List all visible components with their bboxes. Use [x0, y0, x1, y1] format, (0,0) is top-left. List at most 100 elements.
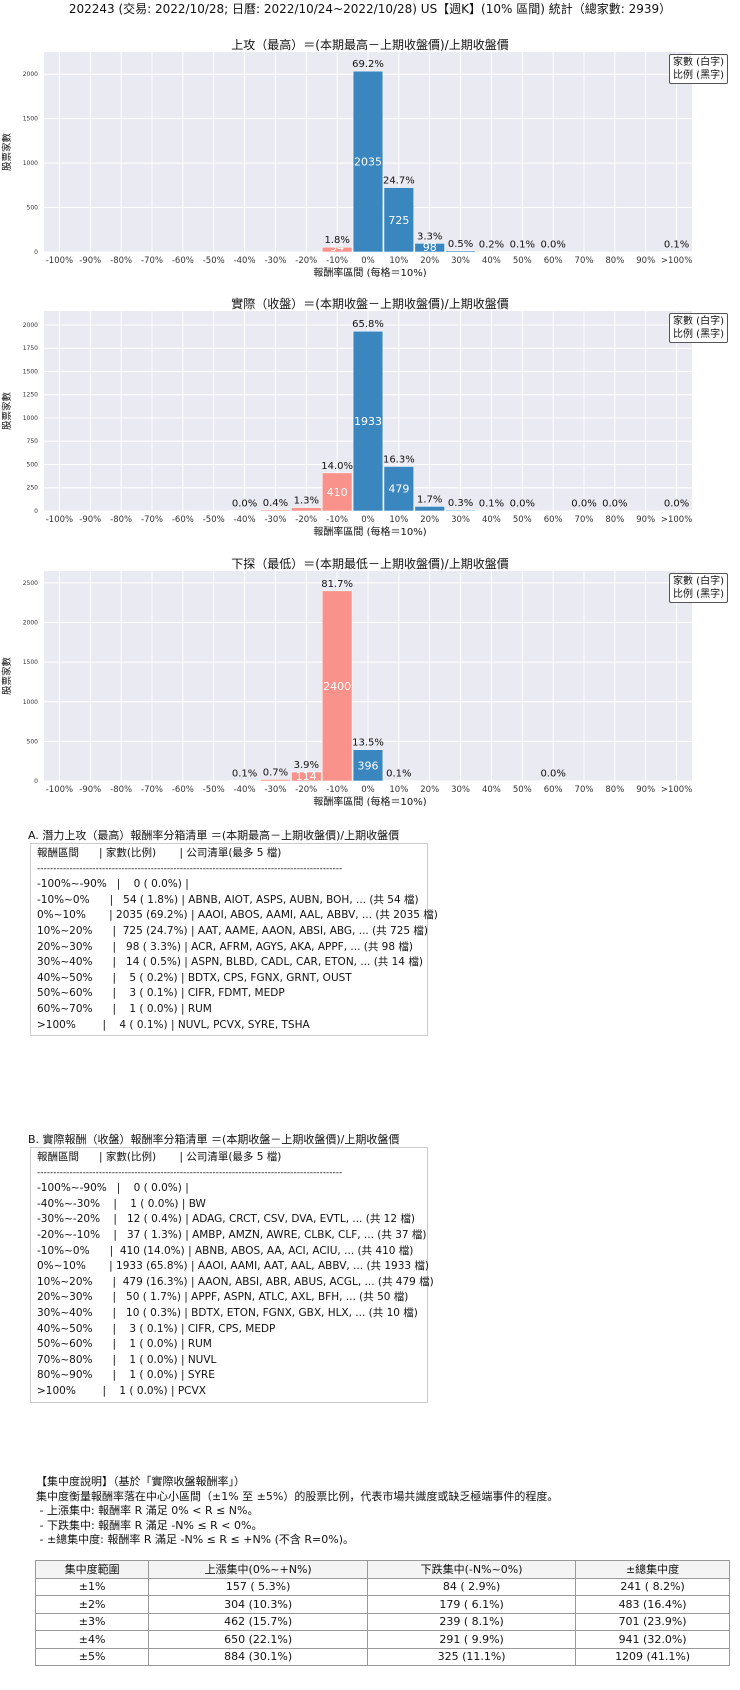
- bar-pct-label: 0.4%: [263, 498, 288, 509]
- list-row: 80%~90% | 1 ( 0.0%) | SYRE: [37, 1369, 215, 1382]
- x-tick-label: -50%: [203, 785, 225, 795]
- y-tick-label: 1750: [23, 345, 38, 352]
- x-tick-label: -60%: [172, 256, 194, 266]
- bar: [507, 251, 538, 253]
- x-tick-label: 50%: [513, 256, 532, 266]
- list-a-title: A. 潛力上攻（最高）報酬率分箱清單 ＝(本期最高－上期收盤價)/上期收盤價: [28, 829, 400, 842]
- chart-high: 上攻（最高）＝(本期最高－上期收盤價)/上期收盤價 0 500 1000 1500 200…: [0, 37, 740, 298]
- x-tick-label: -100%: [46, 785, 73, 795]
- x-axis-label: 報酬率區間 (每格＝10%): [313, 795, 426, 808]
- list-row: 10%~20% | 479 (16.3%) | AAON, ABSI, ABR,…: [37, 1275, 434, 1288]
- x-tick-label: 0%: [361, 785, 375, 795]
- bar-pct-label: 0.0%: [571, 498, 596, 509]
- legend-count-label: 家數 (白字): [673, 316, 724, 327]
- list-row: -100%~-90% | 0 ( 0.0%) |: [37, 1182, 189, 1195]
- list-a-box: 報酬區間 | 家數(比例) | 公司清單(最多 5 檔) ------------…: [30, 843, 438, 1037]
- concentration-note: 【集中度說明】（基於「實際收盤報酬率」） 集中度衡量報酬率落在中心小區間（±1% …: [36, 1475, 558, 1548]
- bar: [568, 510, 600, 512]
- x-tick-label: -70%: [141, 515, 163, 525]
- y-tick-label: 1000: [23, 415, 38, 422]
- list-row: 40%~50% | 5 ( 0.2%) | BDTX, CPS, FGNX, G…: [37, 971, 352, 984]
- y-axis-label: 股票家數: [1, 657, 13, 696]
- table-cell: 84 ( 2.9%): [367, 1577, 577, 1596]
- x-tick-label: -90%: [79, 256, 101, 266]
- list-header-row: 報酬區間 | 家數(比例) | 公司清單(最多 5 檔): [37, 847, 282, 859]
- table-cell: ±5%: [34, 1647, 150, 1666]
- chart-high-svg: 上攻（最高）＝(本期最高－上期收盤價)/上期收盤價 0 500 1000 1500 200…: [1, 37, 692, 279]
- x-axis-label: 報酬率區間 (每格＝10%): [313, 266, 426, 279]
- list-header-row: 報酬區間 | 家數(比例) | 公司清單(最多 5 檔): [37, 1151, 282, 1163]
- list-row: 60%~70% | 1 ( 0.0%) | RUM: [37, 1002, 212, 1015]
- x-tick-label: -100%: [46, 256, 73, 266]
- table-row: ±3% 462 (15.7%) 239 ( 8.1%) 701 (23.9%): [34, 1612, 730, 1631]
- bar-pct-label: 0.0%: [232, 498, 257, 509]
- list-row: -20%~-10% | 37 ( 1.3%) | AMBP, AMZN, AWR…: [37, 1228, 427, 1241]
- bar: [229, 780, 260, 782]
- x-tick-label: 60%: [544, 515, 563, 525]
- chart-high-legend: 家數 (白字) 比例 (黑字): [669, 54, 728, 84]
- list-row: 0%~10% | 2035 (69.2%) | AAOI, ABOS, AAMI…: [37, 909, 438, 922]
- page-title: 202243 (交易: 2022/10/28; 日曆: 2022/10/24~2…: [68, 2, 672, 16]
- y-tick-label: 2000: [23, 620, 38, 627]
- x-tick-label: -70%: [141, 256, 163, 266]
- table-cell: 241 ( 8.2%): [575, 1577, 730, 1596]
- x-tick-label: 80%: [605, 515, 624, 525]
- x-tick-label: -80%: [110, 515, 132, 525]
- bar-pct-label: 0.5%: [448, 239, 473, 250]
- x-tick-label: -10%: [326, 785, 348, 795]
- table-cell: 179 ( 6.1%): [367, 1595, 577, 1614]
- table-header-cell: 下跌集中(-N%~0%): [367, 1560, 577, 1579]
- note-line: - 下跌集中: 報酬率 R 滿足 -N% ≤ R < 0%。: [36, 1518, 263, 1532]
- x-tick-label: -10%: [326, 515, 348, 525]
- x-tick-label: -80%: [110, 785, 132, 795]
- y-tick-label: 0: [34, 508, 38, 515]
- x-tick-label: -60%: [172, 515, 194, 525]
- x-tick-label: -20%: [295, 256, 317, 266]
- bar-count-label: 54: [330, 241, 344, 254]
- list-b-title: B. 實際報酬（收盤）報酬率分箱清單 ＝(本期收盤－上期收盤價)/上期收盤價: [28, 1133, 400, 1146]
- bar: [414, 506, 445, 512]
- table-cell: 941 (32.0%): [575, 1630, 730, 1649]
- table-cell: 650 (22.1%): [148, 1630, 369, 1649]
- bar-pct-label: 0.1%: [664, 239, 689, 250]
- bar-pct-label: 0.1%: [386, 768, 411, 779]
- bar-pct-label: 0.0%: [664, 498, 689, 509]
- x-tick-label: -90%: [79, 785, 101, 795]
- y-tick-label: 1500: [23, 116, 38, 123]
- table-cell: 701 (23.9%): [575, 1612, 730, 1631]
- bar: [260, 509, 291, 512]
- x-tick-label: -40%: [234, 515, 256, 525]
- x-tick-label: 80%: [605, 256, 624, 266]
- bar: [383, 466, 415, 512]
- x-tick-label: -100%: [46, 515, 73, 525]
- chart-close: 實際（收盤）＝(本期收盤－上期收盤價)/上期收盤價 0 250 500 750 1000 1…: [0, 296, 740, 557]
- bar: [476, 251, 507, 253]
- bar-pct-label: 0.1%: [232, 768, 257, 779]
- bar-pct-label: 14.0%: [321, 461, 353, 472]
- x-tick-label: 50%: [513, 785, 532, 795]
- x-tick-label: -70%: [141, 785, 163, 795]
- bar-pct-label: 65.8%: [352, 319, 384, 330]
- x-tick-label: 10%: [389, 256, 408, 266]
- x-tick-label: 0%: [361, 515, 375, 525]
- bar-count-label: 2400: [323, 680, 351, 693]
- bar-count-label: 479: [388, 483, 409, 496]
- table-cell: 239 ( 8.1%): [367, 1612, 577, 1631]
- table-cell: 1209 (41.1%): [575, 1647, 730, 1666]
- x-tick-label: 0%: [361, 256, 375, 266]
- list-row: 20%~30% | 50 ( 1.7%) | APPF, ASPN, ATLC,…: [37, 1291, 409, 1304]
- list-row: -10%~0% | 410 (14.0%) | ABNB, ABOS, AA, …: [37, 1244, 414, 1257]
- table-header-cell: 上漲集中(0%~+N%): [148, 1560, 369, 1579]
- x-tick-label: -90%: [79, 515, 101, 525]
- bar: [599, 510, 631, 512]
- list-row: >100% | 1 ( 0.0%) | PCVX: [37, 1384, 206, 1397]
- chart-low-svg: 下探（最低）＝(本期最低－上期收盤價)/上期收盤價 0 500 1000 1500 200…: [1, 557, 692, 808]
- list-row: 50%~60% | 1 ( 0.0%) | RUM: [37, 1338, 212, 1351]
- list-row: 20%~30% | 98 ( 3.3%) | ACR, AFRM, AGYS, …: [37, 940, 413, 953]
- table-cell: ±1%: [34, 1577, 150, 1596]
- table-cell: 483 (16.4%): [575, 1595, 730, 1614]
- bar-pct-label: 1.8%: [324, 235, 349, 246]
- chart-title: 下探（最低）＝(本期最低－上期收盤價)/上期收盤價: [231, 557, 508, 571]
- x-tick-label: 10%: [389, 785, 408, 795]
- note-line: 【集中度說明】（基於「實際收盤報酬率」）: [36, 1475, 245, 1488]
